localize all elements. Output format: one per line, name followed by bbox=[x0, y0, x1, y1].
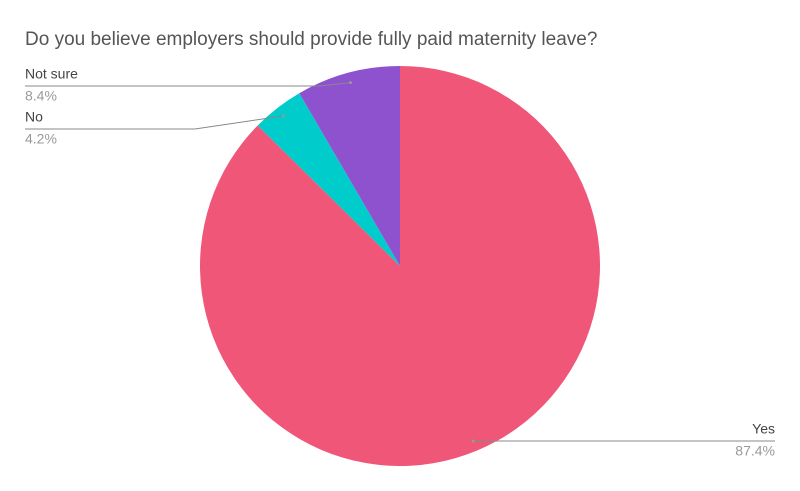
chart-title: Do you believe employers should provide … bbox=[25, 29, 597, 50]
slice-value: 87.4% bbox=[735, 443, 775, 459]
slice-value: 8.4% bbox=[25, 88, 57, 104]
slice-value: 4.2% bbox=[25, 131, 57, 147]
pie-slice bbox=[299, 66, 400, 266]
slice-label: Yes bbox=[752, 421, 775, 437]
leader-line bbox=[25, 82, 351, 87]
pie-slice bbox=[257, 93, 400, 266]
slice-label: No bbox=[25, 109, 43, 125]
leader-line bbox=[25, 115, 284, 130]
leader-dot bbox=[471, 439, 475, 443]
slice-label: Not sure bbox=[25, 66, 78, 82]
leader-dot bbox=[348, 81, 352, 85]
leader-dot bbox=[282, 114, 286, 118]
